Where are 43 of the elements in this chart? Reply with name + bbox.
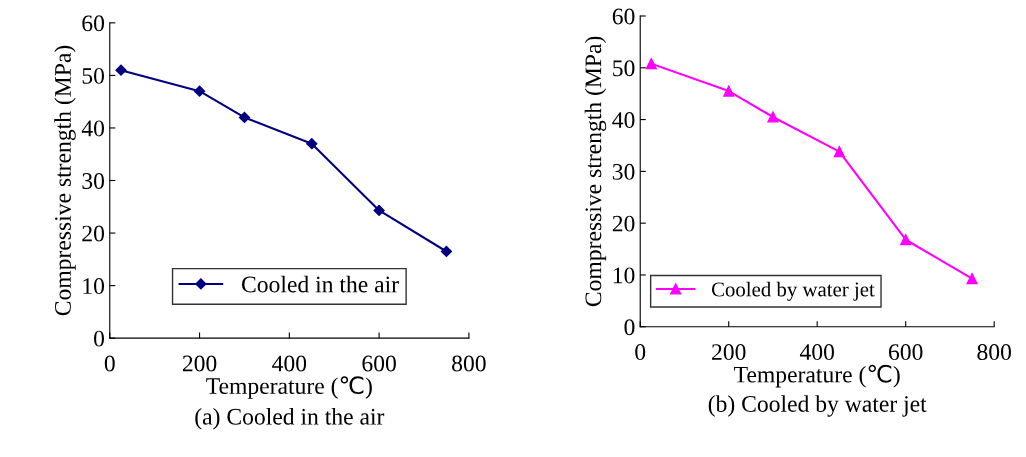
point — [115, 64, 127, 76]
y-tick-label: 30 — [612, 163, 635, 180]
x-tick-label: 600 — [362, 355, 396, 372]
point — [373, 204, 385, 217]
point — [767, 111, 779, 123]
x-tick-label: 200 — [182, 355, 217, 372]
point — [723, 85, 735, 97]
point — [833, 146, 845, 158]
point — [238, 111, 251, 124]
x-axis-title: Temperature (℃) — [206, 376, 372, 399]
y-tick-label: 50 — [613, 60, 635, 77]
point — [900, 234, 912, 246]
y-tick-label: 0 — [624, 319, 635, 336]
y-tick-label: 20 — [82, 225, 105, 242]
y-tick-label: 20 — [612, 215, 635, 232]
x-tick-label: 0 — [635, 344, 646, 361]
y-tick-label: 40 — [81, 120, 105, 137]
x-axis-title: Temperature (℃) — [734, 364, 900, 388]
legend-label: Cooled in the air — [241, 275, 399, 293]
x-tick-label: 200 — [712, 344, 746, 361]
point — [645, 58, 657, 70]
legend-label: Cooled by water jet — [711, 281, 875, 301]
y-axis-title: Compressive strength (MPa) — [54, 45, 76, 316]
y-tick-label: 10 — [83, 278, 105, 295]
y-axis-title: Compressive strength (MPa) — [584, 36, 607, 307]
y-tick-label: 60 — [82, 15, 105, 32]
y-tick-label: 0 — [94, 330, 105, 347]
y-tick-label: 50 — [82, 67, 105, 84]
x-tick-label: 800 — [452, 355, 486, 372]
text: (b) Cooled by water jet — [708, 395, 927, 417]
text: (a) Cooled in the air — [195, 408, 385, 430]
y-tick-label: 60 — [612, 8, 635, 25]
point — [306, 138, 318, 150]
x-tick-label: 600 — [889, 344, 923, 361]
point — [966, 273, 978, 285]
x-tick-label: 400 — [272, 355, 307, 372]
y-tick-label: 30 — [82, 173, 105, 189]
x-tick-label: 400 — [799, 344, 835, 361]
x-tick-label: 800 — [977, 344, 1011, 361]
y-tick-label: 40 — [612, 112, 635, 129]
point — [193, 85, 206, 97]
y-tick-label: 10 — [613, 267, 635, 284]
point — [440, 245, 453, 258]
